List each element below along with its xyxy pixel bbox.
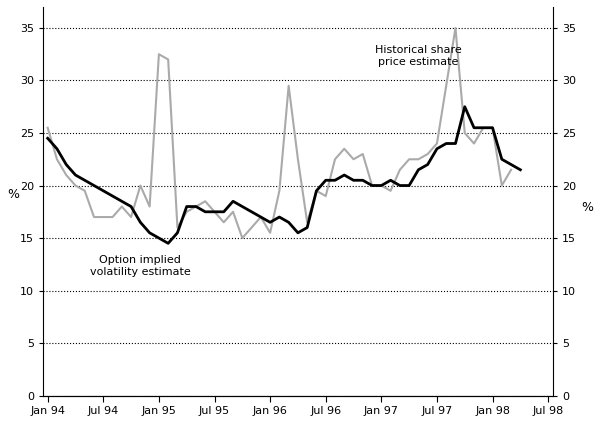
Text: Historical share
price estimate: Historical share price estimate [375, 45, 462, 67]
Y-axis label: %: % [7, 188, 19, 201]
Y-axis label: %: % [581, 201, 593, 214]
Text: Option implied
volatility estimate: Option implied volatility estimate [90, 255, 191, 277]
